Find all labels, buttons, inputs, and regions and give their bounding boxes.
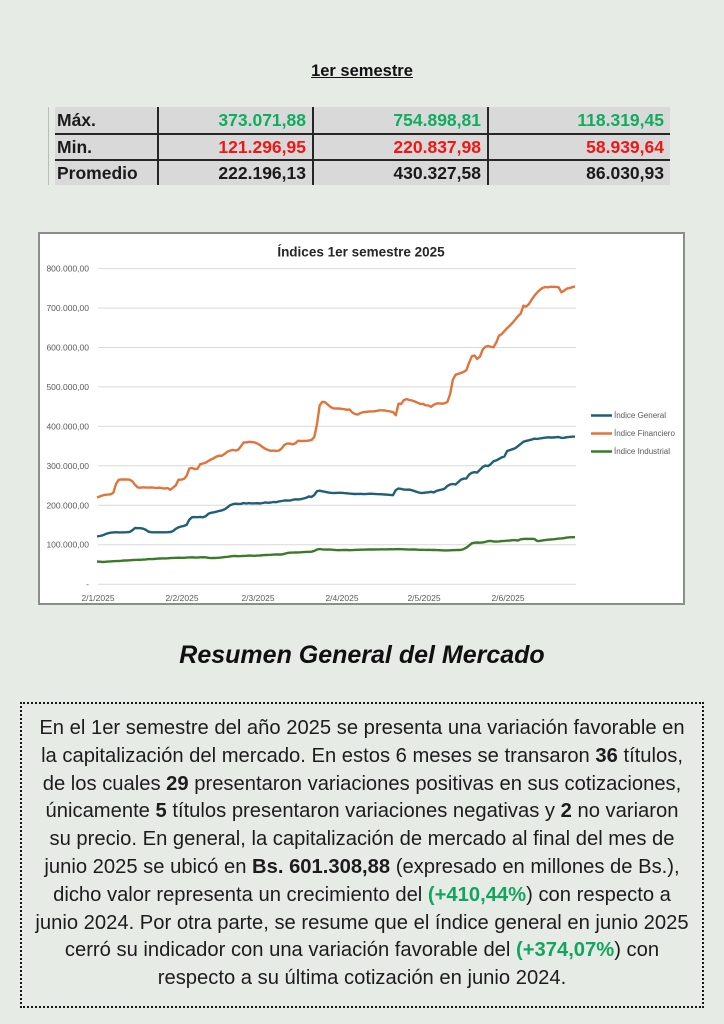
svg-text:700.000,00: 700.000,00 xyxy=(46,303,89,313)
svg-text:500.000,00: 500.000,00 xyxy=(46,382,89,392)
svg-text:2/6/2025: 2/6/2025 xyxy=(491,593,524,603)
svg-text:Índice Financiero: Índice Financiero xyxy=(614,429,675,438)
svg-text:-: - xyxy=(86,579,89,589)
svg-text:400.000,00: 400.000,00 xyxy=(46,421,89,431)
svg-text:Índice General: Índice General xyxy=(614,411,666,420)
svg-text:600.000,00: 600.000,00 xyxy=(46,343,89,353)
svg-text:2/5/2025: 2/5/2025 xyxy=(407,593,440,603)
svg-text:100.000,00: 100.000,00 xyxy=(46,540,89,550)
svg-text:800.000,00: 800.000,00 xyxy=(46,264,89,274)
svg-text:2/3/2025: 2/3/2025 xyxy=(241,593,274,603)
svg-text:2/2/2025: 2/2/2025 xyxy=(165,593,198,603)
svg-text:2/4/2025: 2/4/2025 xyxy=(325,593,358,603)
svg-text:Índice Industrial: Índice Industrial xyxy=(614,447,670,456)
svg-text:Índices 1er semestre 2025: Índices 1er semestre 2025 xyxy=(277,245,445,260)
svg-text:200.000,00: 200.000,00 xyxy=(46,500,89,510)
svg-text:300.000,00: 300.000,00 xyxy=(46,461,89,471)
svg-text:2/1/2025: 2/1/2025 xyxy=(81,593,114,603)
